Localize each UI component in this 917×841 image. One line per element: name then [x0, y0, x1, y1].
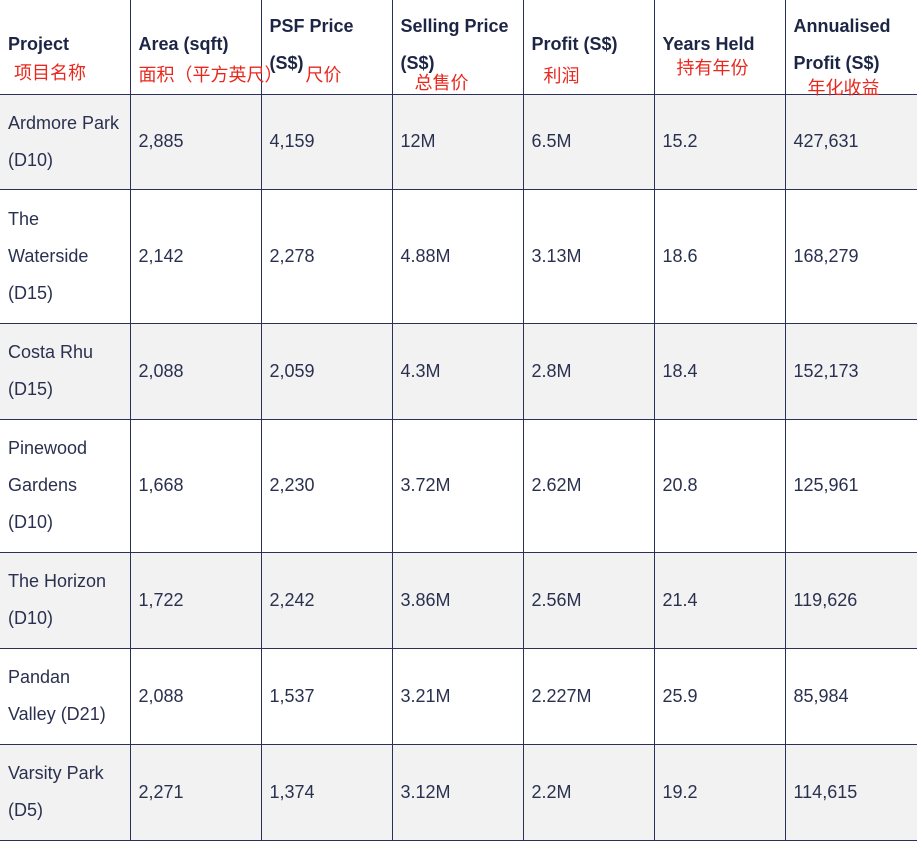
header-psf-price: PSF Price (S$) 尺价	[260, 0, 393, 95]
header-label: Area (sqft)	[138, 34, 229, 55]
years-held-cell: 25.9	[653, 647, 786, 745]
profit-cell: 2.2M	[522, 743, 655, 841]
area-cell: 2,088	[129, 647, 262, 745]
psf-price-cell: 2,230	[260, 418, 393, 553]
table-body: Ardmore Park (D10) 2,885 4,159 12M 6.5M …	[0, 93, 917, 841]
table-row: Pandan Valley (D21) 2,088 1,537 3.21M 2.…	[0, 647, 917, 745]
years-held-cell: 21.4	[653, 551, 786, 649]
annualised-profit-cell: 152,173	[784, 322, 917, 420]
annualised-profit-cell: 119,626	[784, 551, 917, 649]
project-cell: The Horizon (D10)	[0, 551, 131, 649]
area-cell: 1,668	[129, 418, 262, 553]
header-area: Area (sqft) 面积（平方英尺）	[129, 0, 283, 95]
header-annotation: 项目名称	[14, 63, 86, 84]
project-cell: Ardmore Park (D10)	[0, 93, 131, 190]
header-label: Selling Price (S$)	[400, 15, 509, 73]
annualised-profit-cell: 427,631	[784, 93, 917, 190]
profit-cell: 2.56M	[522, 551, 655, 649]
profit-cell: 2.62M	[522, 418, 655, 553]
header-selling-price: Selling Price (S$) 总售价	[391, 0, 524, 95]
psf-price-cell: 2,242	[260, 551, 393, 649]
selling-price-cell: 3.12M	[391, 743, 524, 841]
header-project: Project 项目名称	[0, 0, 131, 95]
profit-cell: 3.13M	[522, 188, 655, 324]
header-profit: Profit (S$) 利润	[522, 0, 655, 95]
selling-price-cell: 3.86M	[391, 551, 524, 649]
area-cell: 1,722	[129, 551, 262, 649]
annualised-profit-cell: 85,984	[784, 647, 917, 745]
area-cell: 2,088	[129, 322, 262, 420]
area-cell: 2,885	[129, 93, 262, 190]
annualised-profit-cell: 168,279	[784, 188, 917, 324]
header-label: Annualised Profit (S$)	[793, 15, 891, 73]
header-annotation: 尺价	[305, 65, 342, 86]
project-cell: Pinewood Gardens (D10)	[0, 418, 131, 553]
selling-price-cell: 4.3M	[391, 322, 524, 420]
annualised-profit-cell: 125,961	[784, 418, 917, 553]
years-held-cell: 18.6	[653, 188, 786, 324]
area-cell: 2,271	[129, 743, 262, 841]
psf-price-cell: 1,374	[260, 743, 393, 841]
profit-cell: 2.227M	[522, 647, 655, 745]
psf-price-cell: 4,159	[260, 93, 393, 190]
table-row: Varsity Park (D5) 2,271 1,374 3.12M 2.2M…	[0, 743, 917, 841]
table-header: Project 项目名称 Area (sqft) 面积（平方英尺） PSF Pr…	[0, 0, 917, 99]
selling-price-cell: 3.72M	[391, 418, 524, 553]
years-held-cell: 18.4	[653, 322, 786, 420]
selling-price-cell: 4.88M	[391, 188, 524, 324]
header-annotation: 年化收益	[807, 78, 880, 99]
header-label: Profit (S$)	[531, 34, 618, 55]
selling-price-cell: 3.21M	[391, 647, 524, 745]
header-annotation: 面积（平方英尺）	[138, 65, 283, 86]
header-years-held: Years Held 持有年份	[653, 0, 786, 95]
table-row: Pinewood Gardens (D10) 1,668 2,230 3.72M…	[0, 418, 917, 553]
header-label: PSF Price (S$)	[269, 15, 354, 73]
header-label: Years Held	[662, 34, 755, 55]
years-held-cell: 15.2	[653, 93, 786, 190]
project-cell: Varsity Park (D5)	[0, 743, 131, 841]
profit-cell: 2.8M	[522, 322, 655, 420]
header-annotation: 总售价	[414, 73, 469, 94]
header-annotation: 持有年份	[676, 58, 749, 79]
years-held-cell: 19.2	[653, 743, 786, 841]
project-cell: Costa Rhu (D15)	[0, 322, 131, 420]
project-cell: Pandan Valley (D21)	[0, 647, 131, 745]
table-row: The Waterside (D15) 2,142 2,278 4.88M 3.…	[0, 188, 917, 324]
table-row: Ardmore Park (D10) 2,885 4,159 12M 6.5M …	[0, 93, 917, 190]
annualised-profit-cell: 114,615	[784, 743, 917, 841]
header-label: Project	[8, 34, 70, 55]
header-annotation: 利润	[543, 66, 580, 87]
psf-price-cell: 2,059	[260, 322, 393, 420]
psf-price-cell: 1,537	[260, 647, 393, 745]
header-annualised-profit: Annualised Profit (S$) 年化收益	[784, 0, 917, 99]
years-held-cell: 20.8	[653, 418, 786, 553]
profit-cell: 6.5M	[522, 93, 655, 190]
table-row: Costa Rhu (D15) 2,088 2,059 4.3M 2.8M 18…	[0, 322, 917, 420]
psf-price-cell: 2,278	[260, 188, 393, 324]
project-cell: The Waterside (D15)	[0, 188, 131, 324]
table-row: The Horizon (D10) 1,722 2,242 3.86M 2.56…	[0, 551, 917, 649]
selling-price-cell: 12M	[391, 93, 524, 190]
area-cell: 2,142	[129, 188, 262, 324]
